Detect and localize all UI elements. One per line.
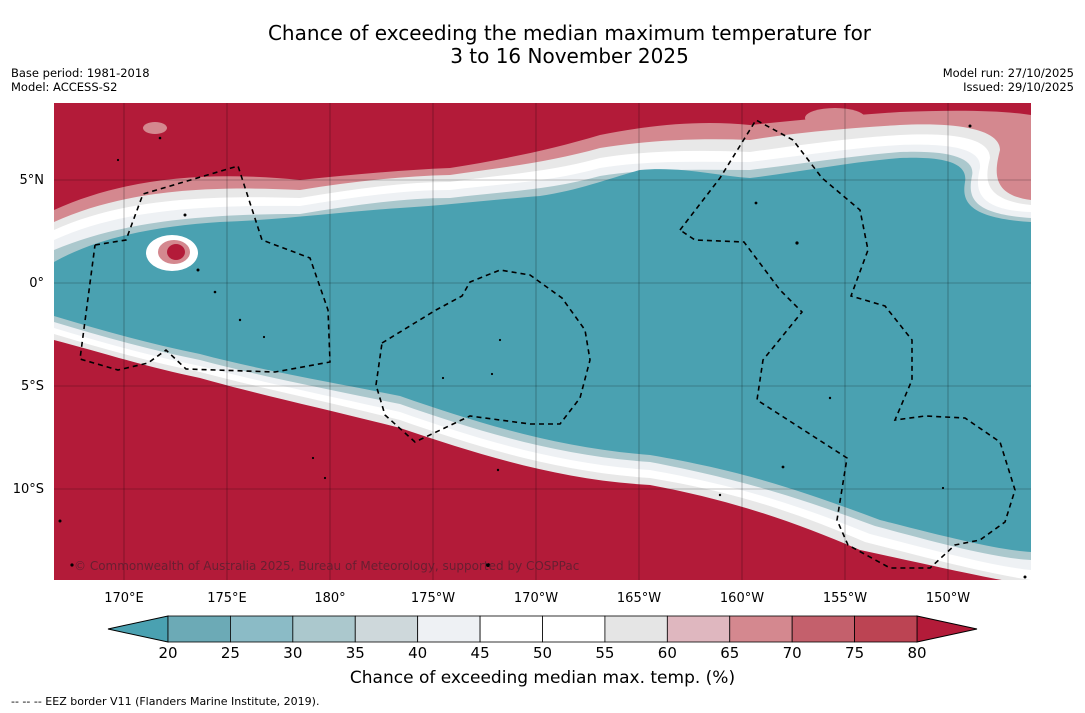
eez-legend: -- -- -- EEZ border V11 (Flanders Marine…	[11, 695, 320, 708]
warm-patch-ne2	[975, 117, 1015, 131]
eez-borders	[79, 118, 1016, 569]
lon-label: 175°W	[411, 591, 455, 606]
colorbar-tick-label: 60	[658, 644, 677, 662]
colorbar-tick-label: 35	[346, 644, 365, 662]
colorbar-cell	[479, 615, 543, 643]
colorbar-cell	[417, 615, 481, 643]
lon-label: 170°W	[514, 591, 558, 606]
islands	[58, 124, 1027, 579]
colorbar-cell	[542, 615, 606, 643]
lon-label: 165°W	[617, 591, 661, 606]
colorbar-tick-label: 40	[408, 644, 427, 662]
lon-labels: 170°E 175°E 180° 175°W 170°W 165°W 160°W…	[104, 591, 970, 606]
colorbar-cell	[791, 615, 855, 643]
map-panel: © Commonwealth of Australia 2025, Bureau…	[54, 103, 1031, 580]
colorbar-tick-label: 80	[907, 644, 926, 662]
lon-label: 175°E	[207, 591, 247, 606]
lon-label: 150°W	[926, 591, 970, 606]
colorbar-high-arrow	[916, 615, 978, 643]
title-line-2: 3 to 16 November 2025	[450, 44, 689, 68]
colorbar-tick-label: 25	[221, 644, 240, 662]
colorbar-tick-label: 50	[533, 644, 552, 662]
colorbar-cell	[230, 615, 294, 643]
lat-label: 0°	[29, 276, 44, 291]
graticule	[54, 103, 1031, 580]
warm-patch-ne	[805, 108, 865, 128]
colorbar-cell	[666, 615, 731, 643]
colorbar-cell	[167, 615, 231, 643]
lon-label: 160°W	[720, 591, 764, 606]
colorbar-tick-label: 70	[783, 644, 802, 662]
band-25	[54, 157, 1031, 552]
lat-label: 10°S	[13, 482, 44, 497]
base-period: Base period: 1981-2018	[11, 66, 150, 80]
warm-patch-north	[143, 122, 167, 134]
colorbar-cell	[292, 615, 356, 643]
colorbar-tick-label: 55	[595, 644, 614, 662]
model-info: Base period: 1981-2018 Model: ACCESS-S2	[11, 66, 150, 94]
colorbar-tick-label: 75	[845, 644, 864, 662]
colorbar: 20 25 30 35 40 45 50 55 60 65 70 75 80	[107, 615, 978, 662]
lat-label: 5°S	[21, 379, 44, 394]
lat-label: 5°N	[20, 173, 45, 188]
colorbar-title: Chance of exceeding median max. temp. (%…	[349, 668, 736, 688]
colorbar-tick-label: 65	[720, 644, 739, 662]
colorbar-tick-label: 30	[283, 644, 302, 662]
colorbar-cell	[854, 615, 918, 643]
colorbar-cell	[604, 615, 668, 643]
run-info: Model run: 27/10/2025 Issued: 29/10/2025	[943, 66, 1074, 94]
colorbar-tick-label: 45	[471, 644, 490, 662]
colorbar-low-arrow	[107, 615, 169, 643]
colorbar-cell	[354, 615, 419, 643]
warm-patch-inner	[167, 244, 185, 260]
model-run: Model run: 27/10/2025	[942, 66, 1074, 80]
title-line-1: Chance of exceeding the median maximum t…	[267, 21, 872, 45]
lon-label: 155°W	[823, 591, 867, 606]
colorbar-tick-label: 20	[158, 644, 177, 662]
lon-label: 180°	[314, 591, 345, 606]
map-title: Chance of exceeding the median maximum t…	[0, 22, 1085, 68]
lat-labels: 5°N 0° 5°S 10°S	[13, 173, 44, 497]
lon-label: 170°E	[104, 591, 144, 606]
copyright-text: © Commonwealth of Australia 2025, Bureau…	[74, 559, 579, 573]
model-name: Model: ACCESS-S2	[11, 80, 118, 94]
issued-date: Issued: 29/10/2025	[963, 80, 1074, 94]
colorbar-cell	[729, 615, 793, 643]
